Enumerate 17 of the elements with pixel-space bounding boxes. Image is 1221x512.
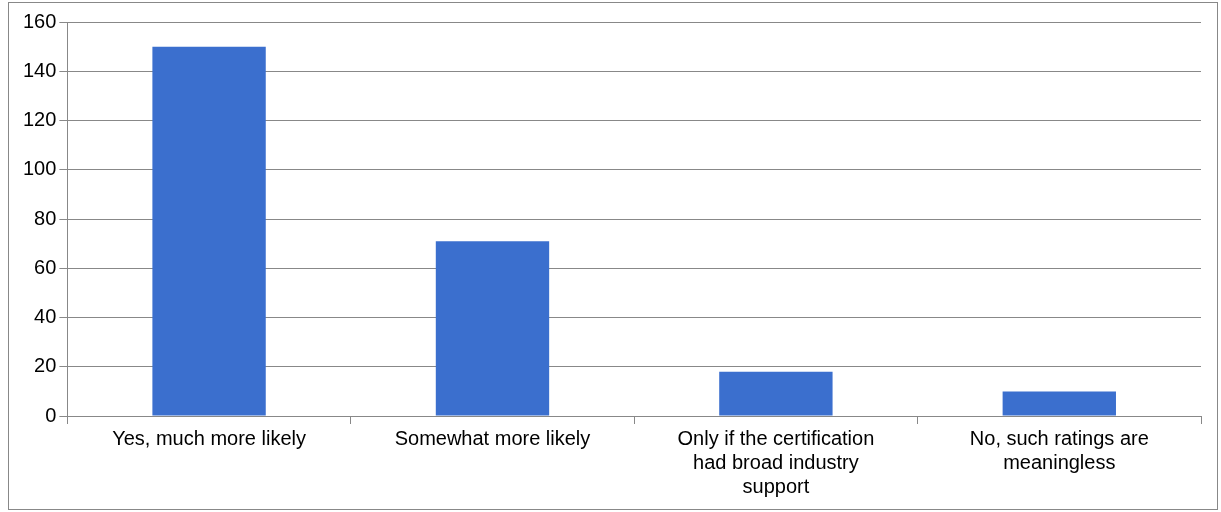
x-tick-label: Somewhat more likely [394,426,591,449]
y-tick-label: 160 [22,9,57,32]
y-tick-label: 20 [34,354,57,377]
y-tick-label: 100 [22,157,57,180]
x-tick-label: Yes, much more likely [112,426,306,449]
x-tick-label: Only if the certification had broad industry support [677,426,875,497]
y-tick-label: 140 [22,58,57,81]
bar [152,46,266,416]
y-tick-label: 0 [45,403,57,426]
y-tick-label: 80 [34,206,57,229]
y-tick-label: 60 [34,255,57,278]
bar [435,241,550,416]
bar [719,371,833,416]
x-tick-label: No, such ratings are meaningless [969,426,1149,473]
bar [1002,391,1116,416]
y-tick-label: 40 [34,305,57,328]
y-tick-label: 120 [22,108,57,131]
